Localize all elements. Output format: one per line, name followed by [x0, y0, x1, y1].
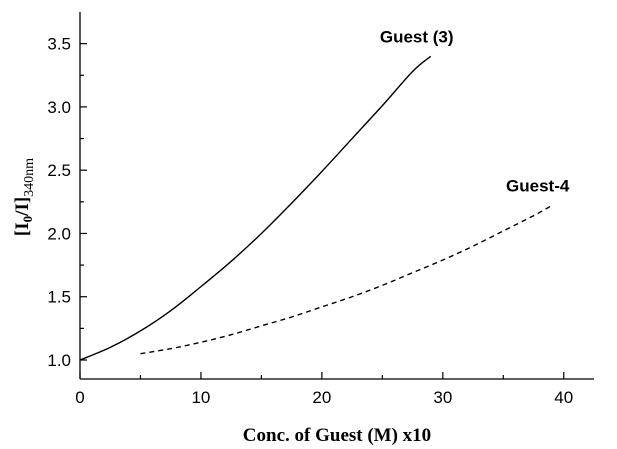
y-tick-label: 3.0 [47, 98, 71, 117]
series-line-guest-3 [79, 55, 432, 361]
series-group [79, 55, 553, 361]
y-tick-label: 2.5 [47, 161, 71, 180]
y-tick-label: 3.5 [47, 35, 71, 54]
y-axis-title-sub0: 0 [20, 216, 35, 223]
series-line-guest-4 [140, 205, 553, 355]
y-axis-title: [I0/I]340nm [12, 158, 37, 236]
series-labels: Guest (3) Guest-4 [380, 27, 570, 195]
y-axis-title-sub1: 340nm [22, 158, 37, 197]
x-axis-title: Conc. of Guest (M) x10 [243, 425, 431, 446]
y-ticks: 1.0 1.5 2.0 2.5 3.0 3.5 [47, 35, 87, 370]
y-axis-title-mid: /I] [12, 197, 33, 217]
y-tick-label: 1.5 [47, 288, 71, 307]
y-axis-title-main: [I [12, 222, 33, 236]
x-tick-label: 40 [554, 388, 573, 407]
x-tick-label: 10 [191, 388, 210, 407]
x-tick-label: 30 [433, 388, 452, 407]
x-tick-label: 20 [312, 388, 331, 407]
y-tick-label: 2.0 [47, 224, 71, 243]
y-tick-label: 1.0 [47, 351, 71, 370]
x-tick-label: 0 [75, 388, 84, 407]
series-label-guest-4: Guest-4 [506, 177, 570, 196]
x-ticks: 0 10 20 30 40 [75, 372, 573, 407]
series-label-guest-3: Guest (3) [380, 27, 454, 46]
